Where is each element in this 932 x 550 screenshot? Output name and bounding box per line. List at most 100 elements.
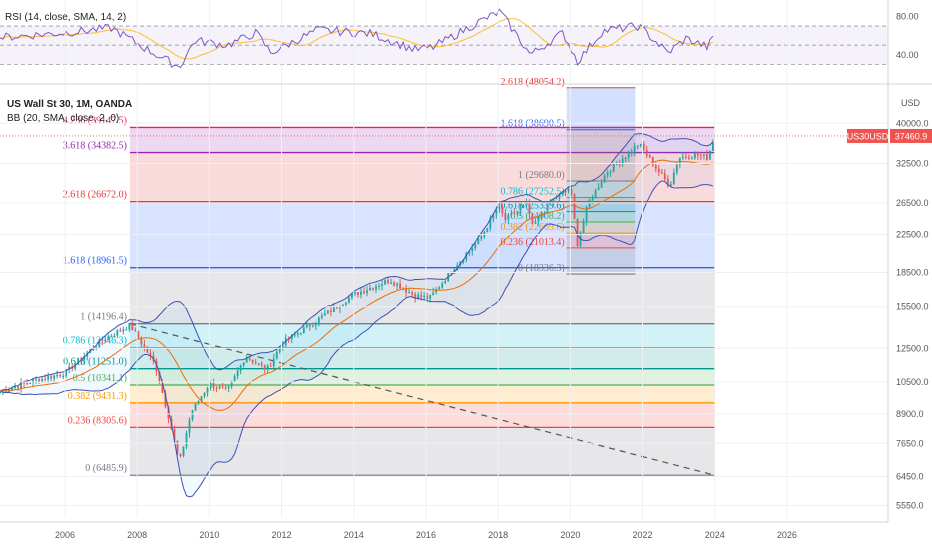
candle-body	[68, 366, 71, 370]
fib-small-zone	[566, 247, 636, 275]
y-tick-label: 7650.0	[896, 438, 924, 448]
candle-body	[260, 363, 263, 365]
candle-body	[636, 145, 639, 147]
candle-body	[429, 294, 432, 299]
candle-body	[299, 333, 302, 335]
candle-body	[200, 396, 203, 401]
price-tag-box	[890, 128, 932, 143]
candle-body	[245, 357, 248, 363]
candle-body	[366, 290, 368, 294]
candle-body	[546, 204, 549, 214]
candle-body	[712, 142, 714, 151]
candle-body	[420, 294, 423, 298]
candle-body	[53, 375, 56, 379]
candle-body	[326, 310, 329, 314]
x-tick-label: 2010	[199, 530, 219, 540]
candle-body	[182, 446, 185, 456]
candle-body	[191, 410, 194, 420]
y-tick-label: 18500.0	[896, 267, 929, 277]
symbol-title: US Wall St 30, 1M, OANDA	[7, 99, 132, 110]
candle-body	[203, 392, 206, 397]
candle-body	[633, 146, 636, 152]
candle-body	[83, 356, 86, 361]
candle-body	[432, 292, 435, 295]
candle-body	[444, 281, 447, 284]
candle-body	[311, 325, 314, 327]
candle-body	[690, 158, 693, 160]
candle-body	[32, 379, 34, 383]
candle-body	[393, 282, 395, 286]
candle-body	[98, 339, 101, 347]
candle-body	[417, 294, 420, 299]
y-tick-label: 40000.0	[896, 118, 929, 128]
candle-body	[272, 358, 275, 366]
candle-body	[47, 376, 50, 380]
candle-body	[125, 329, 128, 331]
candle-body	[381, 284, 383, 286]
candle-body	[390, 282, 392, 284]
candle-body	[107, 336, 110, 340]
bollinger-band-fill	[0, 133, 713, 497]
candle-body	[281, 345, 284, 348]
candle-body	[80, 358, 83, 361]
y-tick-label: 26500.0	[896, 198, 929, 208]
candle-body	[369, 288, 371, 291]
candle-body	[663, 173, 666, 180]
candle-body	[621, 158, 624, 164]
candle-body	[465, 253, 468, 260]
y-tick-label: 15500.0	[896, 302, 929, 312]
candle-body	[305, 324, 308, 328]
fibonacci-extension: 4.236 (39147.5) 3.618 (34382.5) 2.618 (266…	[63, 77, 715, 476]
candle-body	[501, 206, 504, 214]
candle-body	[438, 287, 441, 290]
candle-body	[104, 339, 107, 341]
candle-body	[351, 293, 353, 298]
candle-body	[651, 157, 654, 166]
fib-level-label: 0.618 (11251.0)	[63, 357, 127, 368]
candle-body	[426, 295, 429, 299]
candle-body	[143, 344, 146, 347]
candle-body	[660, 172, 663, 174]
candle-body	[693, 153, 696, 159]
fib-small-zone	[566, 211, 636, 223]
candle-body	[119, 330, 122, 332]
y-tick-label: 5550.0	[896, 500, 924, 510]
candle-body	[92, 349, 95, 351]
fib-small-zone	[566, 197, 636, 212]
candle-body	[179, 454, 182, 456]
candle-body	[591, 197, 594, 200]
candle-body	[348, 297, 350, 303]
y-tick-label: 6450.0	[896, 471, 924, 481]
x-tick-label: 2014	[344, 530, 364, 540]
candle-body	[411, 292, 414, 295]
candle-body	[224, 387, 227, 389]
candle-body	[603, 175, 606, 183]
price-tag-text: 37460.9	[895, 131, 928, 141]
candle-body	[339, 306, 341, 309]
candle-body	[194, 403, 197, 411]
fib-zone	[129, 384, 715, 403]
candle-body	[62, 376, 65, 378]
candle-body	[251, 359, 254, 363]
x-tick-label: 2008	[127, 530, 147, 540]
candle-body	[140, 338, 143, 345]
candle-body	[648, 155, 651, 158]
y-tick-label: 10500.0	[896, 377, 929, 387]
fib-level-label: 2.618 (26672.0)	[63, 190, 127, 201]
candle-body	[293, 334, 296, 336]
candle-body	[233, 375, 236, 382]
candle-body	[519, 207, 522, 212]
price-tags: US30USD 37460.9	[0, 128, 932, 143]
candle-body	[522, 205, 525, 208]
candle-body	[342, 304, 344, 307]
candle-body	[14, 386, 16, 388]
fib-small-level-label: 0 (18336.3)	[518, 263, 565, 274]
candle-body	[627, 151, 630, 158]
candle-body	[642, 143, 645, 150]
candle-body	[513, 213, 516, 215]
fib-small-zone	[566, 233, 636, 248]
fib-level-label: 0.382 (9431.3)	[68, 391, 127, 402]
candle-body	[197, 400, 200, 404]
candle-body	[314, 322, 317, 326]
